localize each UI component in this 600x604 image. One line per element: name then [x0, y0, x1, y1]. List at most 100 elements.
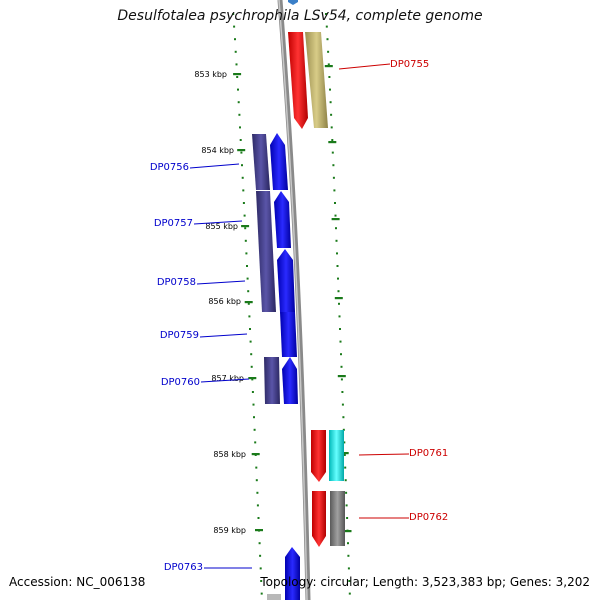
tick-dot: [331, 139, 334, 141]
tick-dot: [343, 454, 346, 456]
major-tick: [343, 530, 352, 533]
tick-dot: [237, 88, 239, 91]
kbp-tick-label: 858 kbp: [213, 450, 246, 459]
tick-dot: [347, 554, 350, 557]
tick-dot: [250, 353, 253, 356]
leader-dp0759: [199, 333, 248, 338]
tick-dot: [254, 441, 257, 444]
gene-arrow-dp0760-purple: [264, 357, 280, 404]
tick-dot: [328, 76, 331, 78]
tick-dot: [249, 340, 252, 343]
tick-dot: [336, 252, 338, 255]
tick-dot: [339, 340, 342, 343]
gene-arrow-dp0762-red: [312, 491, 326, 547]
tick-dot: [257, 517, 260, 519]
tick-dot: [348, 592, 351, 595]
gene-arrow-dp0757-purple: [256, 191, 276, 312]
tick-dot: [331, 151, 334, 154]
major-tick: [233, 73, 242, 76]
tick-dot: [329, 101, 332, 104]
tick-dot: [338, 302, 340, 305]
leader-dp0756: [189, 163, 240, 169]
tick-dot: [345, 504, 348, 507]
tick-dot: [256, 504, 259, 507]
kbp-scale: 853 kbp 854 kbp 855 kbp 856 kbp 857 kbp …: [194, 70, 246, 535]
tick-dot: [238, 113, 241, 116]
major-tick: [337, 375, 346, 378]
gene-arrow-dp0760-blue: [282, 357, 298, 404]
tick-dot: [243, 214, 246, 217]
gene-label-dp0758[interactable]: DP0758: [157, 277, 196, 288]
tick-dot: [241, 176, 244, 179]
tick-dot: [325, 13, 327, 15]
gene-arrow-dp0761-cyan: [329, 430, 344, 481]
tick-dot: [242, 189, 245, 192]
tick-dot: [333, 189, 336, 192]
tick-dot: [337, 277, 339, 280]
gene-arrow-dp0755-red: [288, 32, 308, 129]
tick-dot: [260, 580, 263, 582]
tick-dot: [260, 592, 263, 595]
tick-dot: [334, 214, 337, 217]
tick-dot: [340, 365, 343, 368]
gene-label-dp0761[interactable]: DP0761: [409, 448, 448, 459]
major-tick: [334, 297, 343, 300]
outer-tick-track: [324, 13, 352, 595]
tick-dot: [330, 113, 333, 116]
tick-dot: [327, 50, 330, 53]
tick-dot: [342, 428, 345, 431]
gene-label-dp0763[interactable]: DP0763: [164, 562, 203, 573]
gene-label-dp0755[interactable]: DP0755: [390, 59, 429, 70]
tick-dot: [344, 466, 347, 469]
tick-dot: [341, 403, 344, 406]
tick-dot: [244, 227, 247, 230]
tick-dot: [246, 265, 248, 267]
kbp-tick-label: 854 kbp: [201, 146, 234, 155]
tick-dot: [234, 50, 237, 53]
leader-dp0758: [196, 280, 246, 285]
tick-dot: [247, 302, 250, 305]
gene-label-dp0757[interactable]: DP0757: [154, 218, 193, 229]
tick-dot: [342, 416, 345, 419]
tick-dot: [241, 164, 243, 167]
tick-dot: [330, 126, 333, 129]
tick-dot: [239, 139, 242, 141]
tick-dot: [249, 328, 251, 330]
gene-label-dp0762[interactable]: DP0762: [409, 512, 448, 523]
genome-backbone: [277, 0, 311, 601]
gene-label-dp0756[interactable]: DP0756: [150, 162, 189, 173]
tick-dot: [255, 479, 258, 482]
tick-dot: [233, 25, 236, 28]
tick-dot: [253, 416, 255, 419]
gene-arrow-dp0756-blue: [270, 133, 288, 190]
tick-dot: [332, 176, 335, 179]
tick-dot: [244, 239, 247, 242]
tick-dot: [340, 353, 342, 356]
gene-label-dp0759[interactable]: DP0759: [160, 330, 199, 341]
tick-dot: [336, 265, 339, 267]
tick-dot: [259, 567, 262, 570]
gene-arrow-dp0755-khaki: [305, 32, 328, 128]
tick-dot: [258, 542, 261, 545]
tick-dot: [325, 25, 328, 28]
accession-text: Accession: NC_006138: [9, 575, 146, 589]
gene-arrow-dp0763-blue: [285, 547, 300, 600]
tick-dot: [251, 391, 254, 393]
topology-text: Topology: circular; Length: 3,523,383 bp…: [260, 575, 590, 589]
tick-dot: [341, 391, 344, 393]
gene-arrow-top-blue: [288, 0, 298, 5]
tick-dot: [347, 567, 350, 570]
major-tick: [244, 301, 253, 304]
tick-dot: [339, 328, 341, 330]
gene-stub-bottom-gray: [267, 594, 281, 600]
tick-dot: [232, 13, 235, 15]
kbp-tick-label: 859 kbp: [213, 526, 246, 535]
tick-dot: [239, 126, 241, 129]
gene-label-dp0760[interactable]: DP0760: [161, 377, 200, 388]
tick-dot: [338, 315, 341, 318]
gene-arrow-dp0757-blue: [274, 191, 291, 248]
gene-arrow-dp0758-blue: [277, 249, 295, 312]
kbp-tick-label: 856 kbp: [208, 297, 241, 306]
tick-dot: [252, 403, 255, 406]
